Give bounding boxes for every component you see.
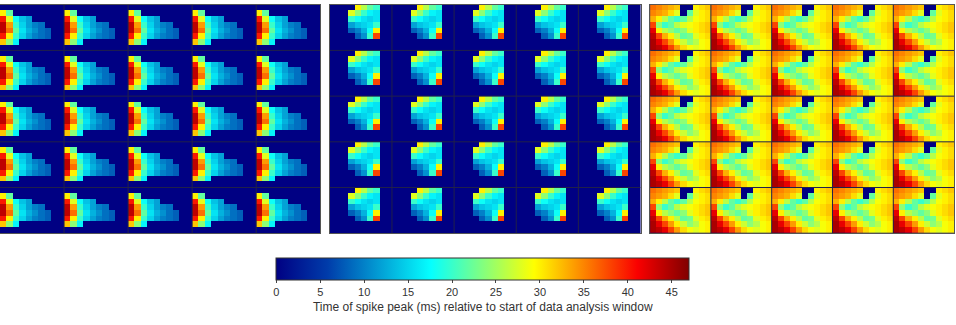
- svg-text:15: 15: [402, 286, 414, 298]
- svg-text:Time of spike peak (ms) relati: Time of spike peak (ms) relative to star…: [313, 300, 653, 314]
- svg-text:10: 10: [358, 286, 370, 298]
- svg-text:40: 40: [622, 286, 634, 298]
- svg-text:20: 20: [446, 286, 458, 298]
- svg-text:35: 35: [578, 286, 590, 298]
- svg-text:30: 30: [534, 286, 546, 298]
- svg-text:25: 25: [490, 286, 502, 298]
- svg-text:5: 5: [317, 286, 323, 298]
- svg-text:0: 0: [273, 286, 279, 298]
- svg-text:45: 45: [666, 286, 678, 298]
